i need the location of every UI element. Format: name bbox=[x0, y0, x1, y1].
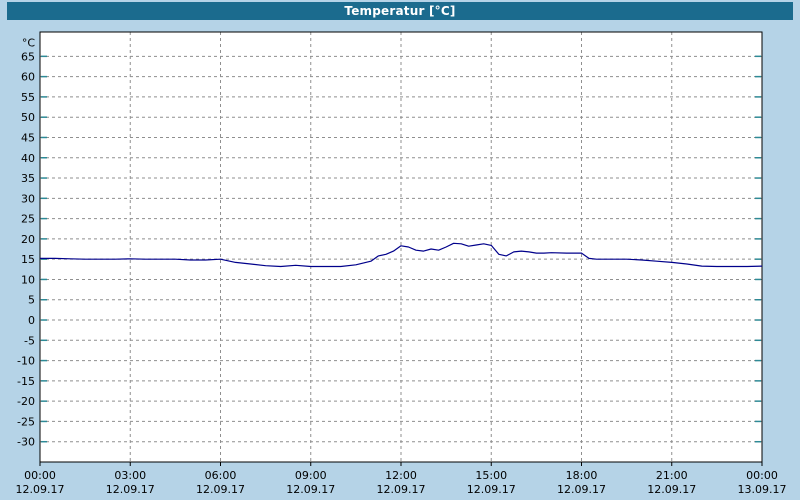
y-tick-label: 55 bbox=[21, 91, 35, 104]
y-tick-label: -20 bbox=[17, 395, 35, 408]
x-tick-date-label: 12.09.17 bbox=[16, 483, 65, 496]
y-tick-label: 60 bbox=[21, 71, 35, 84]
chart-title: Temperatur [°C] bbox=[344, 4, 456, 18]
y-tick-label: 65 bbox=[21, 50, 35, 63]
x-tick-time-label: 03:00 bbox=[114, 469, 146, 482]
y-tick-label: -5 bbox=[24, 334, 35, 347]
y-tick-label: -10 bbox=[17, 355, 35, 368]
x-tick-time-label: 18:00 bbox=[566, 469, 598, 482]
y-tick-label: 50 bbox=[21, 111, 35, 124]
x-tick-time-label: 09:00 bbox=[295, 469, 327, 482]
y-tick-label: 30 bbox=[21, 192, 35, 205]
x-tick-date-label: 12.09.17 bbox=[557, 483, 606, 496]
plot-area: 65 60 55 50 45 40 35 30 25 20 15 10 5 0 -5 -10 -15 -20 -25… bbox=[0, 22, 800, 500]
x-tick-time-label: 12:00 bbox=[385, 469, 417, 482]
y-axis-unit-label: °C bbox=[22, 36, 36, 49]
y-tick-label: 10 bbox=[21, 273, 35, 286]
y-tick-label: -30 bbox=[17, 436, 35, 449]
y-tick-label: 45 bbox=[21, 131, 35, 144]
x-tick-date-label: 12.09.17 bbox=[106, 483, 155, 496]
x-tick-date-label: 12.09.17 bbox=[467, 483, 516, 496]
y-tick-label: 25 bbox=[21, 213, 35, 226]
series-line-temperatur bbox=[40, 242, 763, 268]
y-tick-label: 15 bbox=[21, 253, 35, 266]
y-tick-label: -25 bbox=[17, 415, 35, 428]
y-tick-label: 0 bbox=[28, 314, 35, 327]
x-tick-date-label: 13.09.17 bbox=[738, 483, 787, 496]
y-tick-label: -15 bbox=[17, 375, 35, 388]
x-tick-date-label: 12.09.17 bbox=[286, 483, 335, 496]
chart-title-bar: Temperatur [°C] bbox=[7, 2, 793, 20]
x-tick-time-label: 15:00 bbox=[475, 469, 507, 482]
y-tick-label: 5 bbox=[28, 294, 35, 307]
plot-background bbox=[40, 32, 762, 462]
y-tick-label: 35 bbox=[21, 172, 35, 185]
x-tick-date-label: 12.09.17 bbox=[377, 483, 426, 496]
x-tick-date-label: 12.09.17 bbox=[647, 483, 696, 496]
x-tick-date-label: 12.09.17 bbox=[196, 483, 245, 496]
x-tick-time-label: 06:00 bbox=[205, 469, 237, 482]
y-tick-label: 40 bbox=[21, 152, 35, 165]
x-tick-time-label: 21:00 bbox=[656, 469, 688, 482]
y-tick-label: 20 bbox=[21, 233, 35, 246]
x-tick-time-label: 00:00 bbox=[24, 469, 56, 482]
x-tick-time-label: 00:00 bbox=[746, 469, 778, 482]
temperature-line-chart: 65605550454035302520151050-5-10-15-20-25… bbox=[16, 31, 787, 496]
